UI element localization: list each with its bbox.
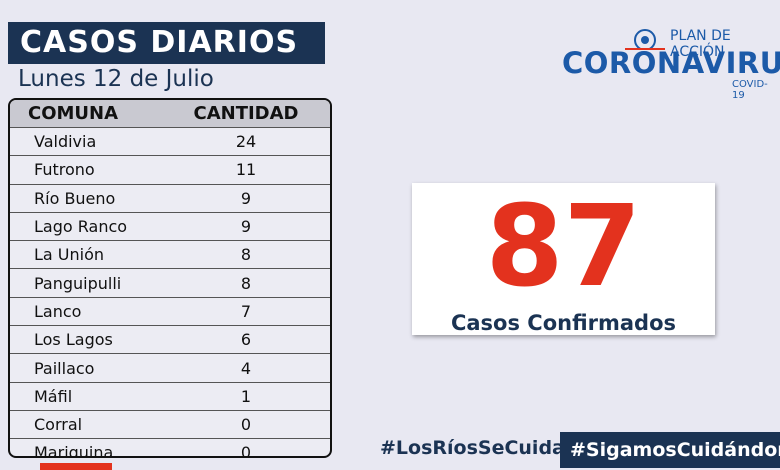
hashtag: #LosRíosSeCuida [380, 437, 565, 459]
table-row: Lago Ranco 9 [10, 213, 330, 242]
case-count: 9 [240, 188, 252, 208]
total-box: 87 Casos Confirmados [412, 183, 715, 335]
commune: Río Bueno [34, 188, 116, 208]
case-count: 24 [235, 132, 257, 152]
commune: La Unión [34, 245, 105, 265]
commune: Mariquina [34, 443, 114, 458]
table-row: Corral 0 [10, 411, 330, 440]
table: COMUNA CANTIDAD Valdivia 24 Futrono 11 Río B… [8, 98, 332, 458]
table-row: Río Bueno 9 [10, 185, 330, 213]
case-count: 4 [240, 358, 252, 378]
table-row: Valdivia 24 [10, 128, 330, 157]
commune: Lago Ranco [34, 217, 128, 237]
table-row: Los Lagos 6 [10, 326, 330, 355]
case-count: 6 [240, 330, 252, 350]
table-row: Futrono 11 [10, 156, 330, 185]
hashtag: #SigamosCuidándono [560, 432, 780, 468]
logo-sub: COVID-19 [732, 79, 768, 101]
table-row: La Unión 8 [10, 241, 330, 270]
case-count: 0 [240, 443, 252, 458]
logo-icon [625, 29, 665, 50]
total-value: 87 [485, 182, 642, 312]
commune: Corral [34, 415, 83, 435]
commune: Paillaco [34, 358, 95, 378]
table-header: COMUNA CANTIDAD [10, 100, 330, 128]
title: CASOS DIARIOS [8, 22, 325, 64]
table-row: Panguipulli 8 [10, 269, 330, 298]
commune: Máfil [34, 386, 73, 406]
date: Lunes 12 de Julio [18, 66, 214, 92]
table-row: Mariquina 0 [10, 439, 330, 458]
case-count: 8 [240, 245, 252, 265]
logo-top: PLAN DE ACCIÓN [670, 28, 731, 60]
commune: Panguipulli [34, 273, 122, 293]
commune: Valdivia [34, 132, 97, 152]
table-row: Máfil 1 [10, 383, 330, 411]
commune: Futrono [34, 160, 95, 180]
commune: Lanco [34, 301, 82, 321]
table-row: Paillaco 4 [10, 354, 330, 383]
column-header: CANTIDAD [193, 103, 299, 124]
case-count: 11 [235, 160, 257, 180]
column-header: COMUNA [28, 103, 119, 124]
case-count: 8 [240, 273, 252, 293]
accent-bar [40, 463, 112, 470]
total-label: Casos Confirmados [450, 311, 677, 335]
case-count: 9 [240, 217, 252, 237]
case-count: 7 [240, 301, 252, 321]
case-count: 0 [240, 415, 252, 435]
logo-main: CORONAVIRUS [562, 46, 780, 80]
case-count: 1 [240, 386, 252, 406]
table-row: Lanco 7 [10, 298, 330, 327]
commune: Los Lagos [34, 330, 113, 350]
